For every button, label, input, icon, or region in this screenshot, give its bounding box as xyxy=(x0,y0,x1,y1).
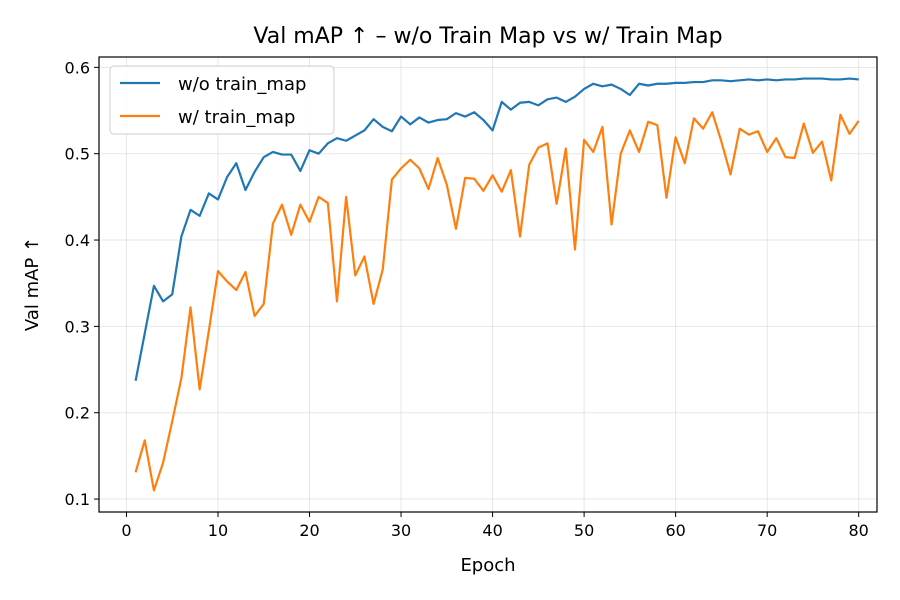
x-tick-label: 70 xyxy=(757,521,777,540)
x-tick-label: 60 xyxy=(665,521,685,540)
x-tick-label: 0 xyxy=(121,521,131,540)
x-axis-label: Epoch xyxy=(460,555,515,576)
legend: w/o train_map w/ train_map xyxy=(109,65,335,135)
y-axis-label: Val mAP ↑ xyxy=(22,237,43,331)
series-group xyxy=(134,77,860,492)
legend-box xyxy=(109,65,335,135)
series-line-with-train-map xyxy=(134,111,860,492)
chart-title: Val mAP ↑ – w/o Train Map vs w/ Train Ma… xyxy=(253,24,722,49)
series-line-without-train-map xyxy=(134,77,859,381)
y-tick-label: 0.3 xyxy=(65,317,90,336)
legend-label-without-train-map: w/o train_map xyxy=(178,74,306,95)
ticks: 0 10 20 30 40 50 60 70 80 0.1 0.2 0.3 0.4 0.5 0.6 xyxy=(65,58,869,540)
x-tick-label: 40 xyxy=(482,521,502,540)
x-tick-label: 80 xyxy=(849,521,869,540)
x-tick-label: 20 xyxy=(299,521,319,540)
y-tick-label: 0.5 xyxy=(65,145,90,164)
x-tick-label: 10 xyxy=(208,521,228,540)
y-tick-label: 0.6 xyxy=(65,58,90,77)
plot-frame xyxy=(98,56,878,513)
y-tick-label: 0.2 xyxy=(65,404,90,423)
x-tick-label: 30 xyxy=(391,521,411,540)
legend-label-with-train-map: w/ train_map xyxy=(178,107,295,128)
x-tick-label: 50 xyxy=(574,521,594,540)
y-tick-label: 0.1 xyxy=(65,490,90,509)
y-tick-label: 0.4 xyxy=(65,231,90,250)
